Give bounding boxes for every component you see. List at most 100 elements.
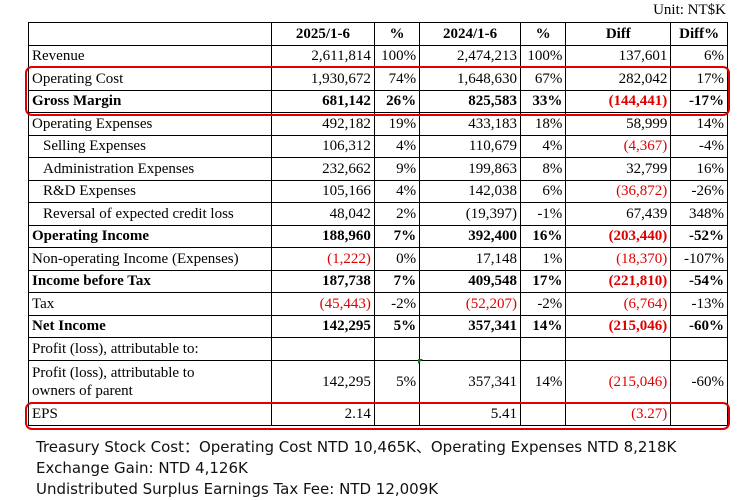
value-2025: (1,222)	[270, 247, 375, 271]
pct-2024: 16%	[520, 224, 567, 248]
row-label: Administration Expenses	[28, 157, 272, 181]
pct-2025: 9%	[373, 157, 421, 181]
value-2024: (52,207)	[419, 292, 522, 316]
note-undistributed-tax: Undistributed Surplus Earnings Tax Fee: …	[36, 480, 439, 498]
value-2024: 17,148	[419, 247, 522, 271]
diff-value: 67,439	[565, 202, 672, 226]
diff-pct: -17%	[670, 89, 728, 113]
value-2024: 409,548	[419, 269, 522, 293]
row-label: Non-operating Income (Expenses)	[28, 247, 272, 271]
row-net-income: Net Income 142,295 5% 357,341 14% (215,0…	[28, 314, 728, 338]
value-2024: 1,648,630	[419, 67, 522, 91]
value-2024: 5.41	[419, 402, 522, 426]
value-2024: 2,474,213	[419, 44, 522, 68]
pct-2024: 6%	[520, 179, 567, 203]
value-2024: 392,400	[419, 224, 522, 248]
note-exchange-gain: Exchange Gain: NTD 4,126K	[36, 459, 248, 477]
header-diff: Diff	[565, 22, 672, 46]
row-label-line2: owners of parent	[32, 382, 133, 399]
row-income-before-tax: Income before Tax 187,738 7% 409,548 17%…	[28, 269, 728, 293]
cell-comment-marker	[418, 359, 423, 364]
diff-pct: -107%	[670, 247, 728, 271]
pct-2024: 18%	[520, 112, 567, 136]
row-rd-expenses: R&D Expenses 105,166 4% 142,038 6% (36,8…	[28, 179, 728, 203]
pct-2024: 100%	[520, 44, 567, 68]
value-2025: 681,142	[270, 89, 375, 113]
row-profit-attributable-header: Profit (loss), attributable to:	[28, 337, 728, 361]
diff-pct: 14%	[670, 112, 728, 136]
value-2024: 142,038	[419, 179, 522, 203]
diff-pct: 16%	[670, 157, 728, 181]
header-pct-2025: %	[373, 22, 421, 46]
diff-value: (215,046)	[565, 314, 672, 338]
value-2025: 105,166	[270, 179, 375, 203]
row-operating-income: Operating Income 188,960 7% 392,400 16% …	[28, 224, 728, 248]
diff-pct: -13%	[670, 292, 728, 316]
pct-2025: 4%	[373, 179, 421, 203]
pct-2025: 7%	[373, 269, 421, 293]
diff-value: (18,370)	[565, 247, 672, 271]
value-2025: 142,295	[270, 314, 375, 338]
pct-2025: 2%	[373, 202, 421, 226]
diff-value: (215,046)	[565, 359, 672, 404]
pct-2024: 17%	[520, 269, 567, 293]
header-diff-pct: Diff%	[670, 22, 728, 46]
row-label: Gross Margin	[28, 89, 272, 113]
row-administration-expenses: Administration Expenses 232,662 9% 199,8…	[28, 157, 728, 181]
diff-pct	[670, 402, 728, 426]
value-2024	[419, 337, 522, 361]
pct-2024	[520, 337, 567, 361]
pct-2024: 14%	[520, 314, 567, 338]
row-label: Tax	[28, 292, 272, 316]
value-2025: 48,042	[270, 202, 375, 226]
row-label: EPS	[28, 402, 272, 426]
diff-pct: -4%	[670, 134, 728, 158]
value-2024: 110,679	[419, 134, 522, 158]
pct-2025: 4%	[373, 134, 421, 158]
value-2025: 187,738	[270, 269, 375, 293]
diff-pct: 6%	[670, 44, 728, 68]
row-non-operating-income: Non-operating Income (Expenses) (1,222) …	[28, 247, 728, 271]
row-operating-cost: Operating Cost 1,930,672 74% 1,648,630 6…	[28, 67, 728, 91]
pct-2024: -1%	[520, 202, 567, 226]
pct-2025: 100%	[373, 44, 421, 68]
value-2025: (45,443)	[270, 292, 375, 316]
row-revenue: Revenue 2,611,814 100% 2,474,213 100% 13…	[28, 44, 728, 68]
diff-value: 58,999	[565, 112, 672, 136]
pct-2024: 1%	[520, 247, 567, 271]
value-2024: 357,341	[419, 314, 522, 338]
pct-2024	[520, 402, 567, 426]
diff-value: (3.27)	[565, 402, 672, 426]
diff-value: (203,440)	[565, 224, 672, 248]
pct-2025: 74%	[373, 67, 421, 91]
pct-2025: 7%	[373, 224, 421, 248]
note-treasury-stock: Treasury Stock Cost：Operating Cost NTD 1…	[36, 438, 677, 456]
header-2025: 2025/1-6	[270, 22, 375, 46]
row-reversal-credit-loss: Reversal of expected credit loss 48,042 …	[28, 202, 728, 226]
row-tax: Tax (45,443) -2% (52,207) -2% (6,764) -1…	[28, 292, 728, 316]
value-2025	[270, 337, 375, 361]
footnotes: Treasury Stock Cost：Operating Cost NTD 1…	[36, 437, 676, 500]
pct-2024: 33%	[520, 89, 567, 113]
pct-2025: 26%	[373, 89, 421, 113]
pct-2025: 0%	[373, 247, 421, 271]
value-2025: 2.14	[270, 402, 375, 426]
diff-pct: -26%	[670, 179, 728, 203]
row-label: Reversal of expected credit loss	[28, 202, 272, 226]
value-2024: 433,183	[419, 112, 522, 136]
row-label: Income before Tax	[28, 269, 272, 293]
pct-2024: 14%	[520, 359, 567, 404]
header-2024: 2024/1-6	[419, 22, 522, 46]
header-pct-2024: %	[520, 22, 567, 46]
row-label-line1: Profit (loss), attributable to	[32, 364, 195, 381]
pct-2024: 8%	[520, 157, 567, 181]
row-selling-expenses: Selling Expenses 106,312 4% 110,679 4% (…	[28, 134, 728, 158]
pct-2024: -2%	[520, 292, 567, 316]
diff-value: (36,872)	[565, 179, 672, 203]
diff-value: (221,810)	[565, 269, 672, 293]
diff-pct: 17%	[670, 67, 728, 91]
pct-2025	[373, 337, 421, 361]
value-2024: 357,341	[419, 359, 522, 404]
row-label: Revenue	[28, 44, 272, 68]
unit-label: Unit: NT$K	[653, 2, 726, 18]
